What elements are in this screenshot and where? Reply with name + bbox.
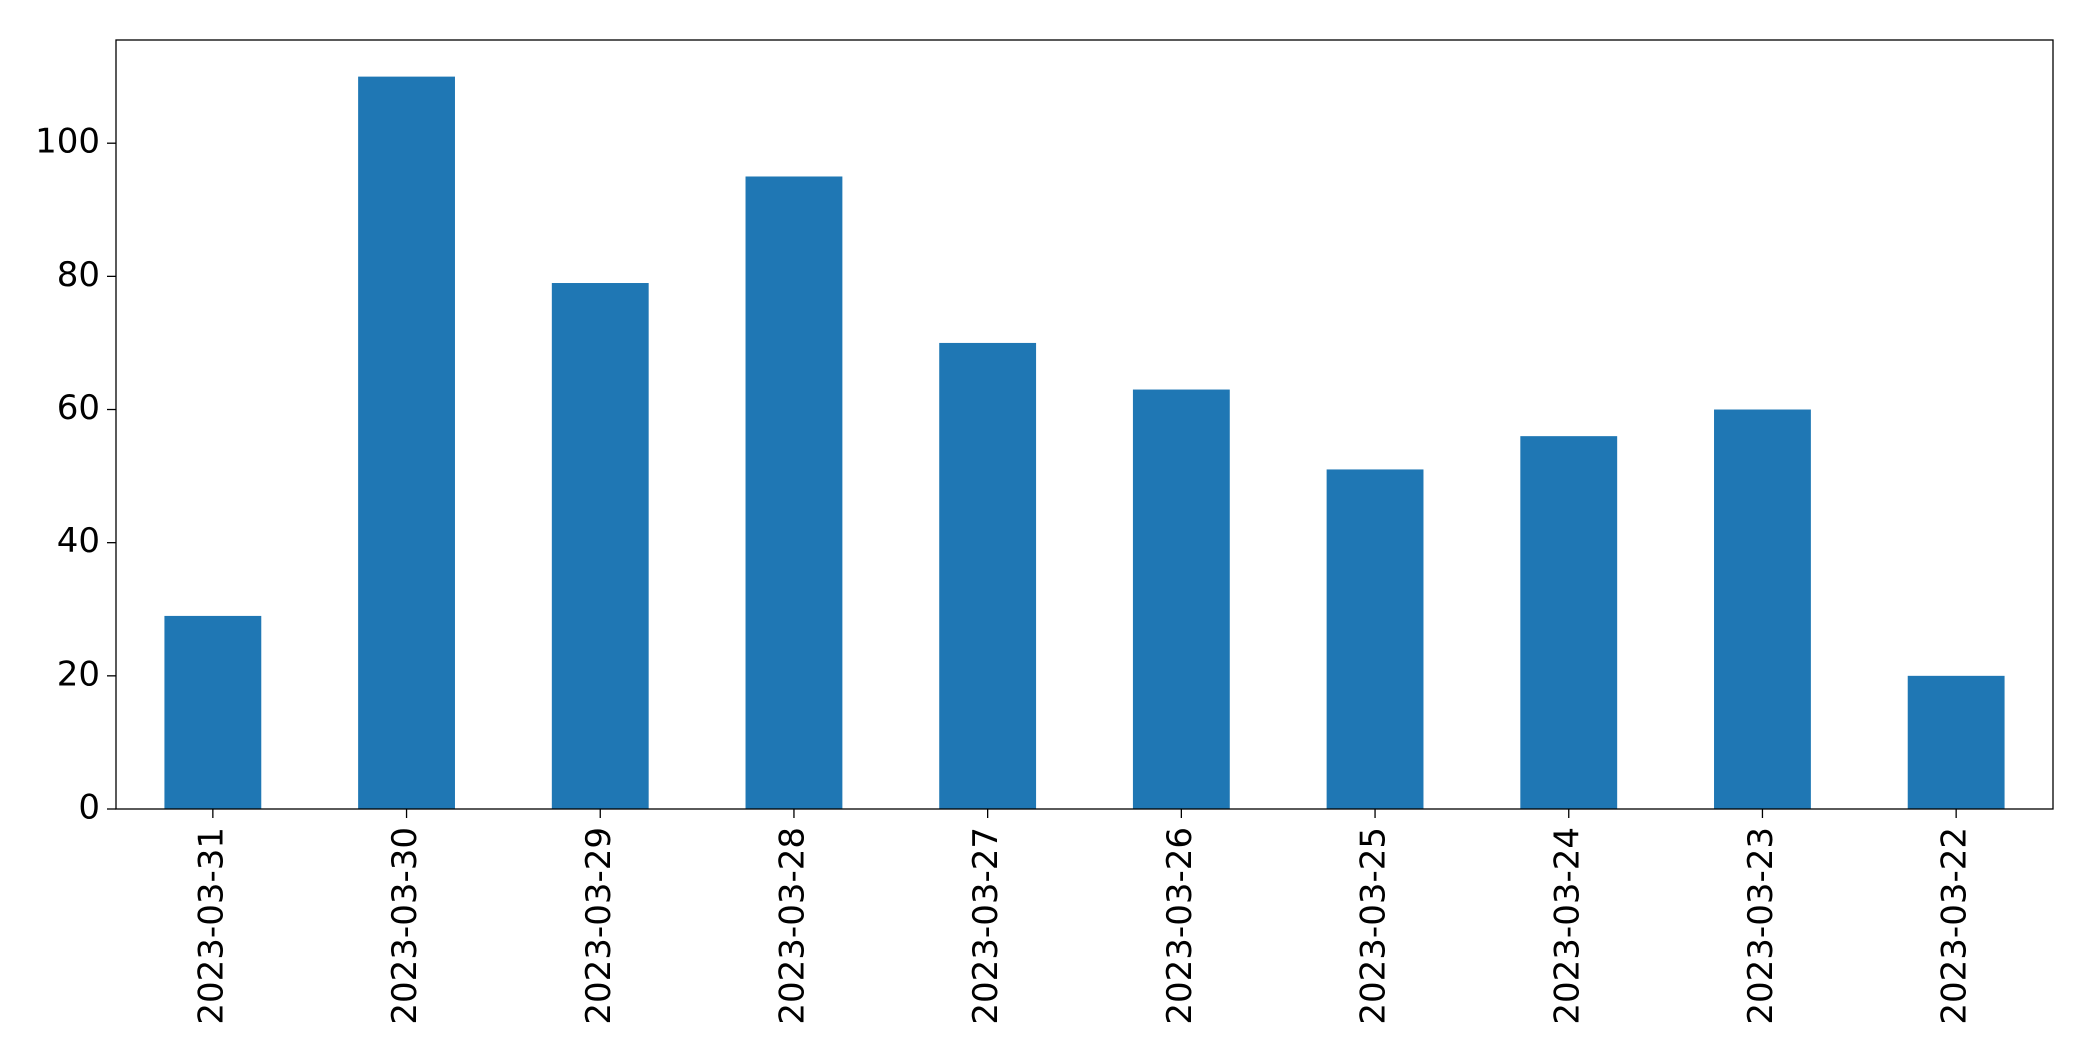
bar xyxy=(1520,436,1618,809)
x-tick-label: 2023-03-29 xyxy=(579,827,619,1025)
y-tick-label: 0 xyxy=(78,788,100,828)
x-tick-label: 2023-03-24 xyxy=(1547,827,1587,1025)
x-tick-label: 2023-03-22 xyxy=(1935,827,1975,1025)
y-tick-label: 40 xyxy=(57,521,100,561)
bar xyxy=(1326,469,1424,809)
bar xyxy=(164,615,262,809)
x-tick-label: 2023-03-25 xyxy=(1354,827,1394,1025)
bar xyxy=(939,342,1037,809)
y-tick-label: 100 xyxy=(35,122,100,162)
y-tick-label: 20 xyxy=(57,654,100,694)
bar xyxy=(1132,389,1230,809)
y-tick-label: 80 xyxy=(57,255,100,295)
bar xyxy=(551,283,649,809)
bar xyxy=(1714,409,1811,809)
x-tick-label: 2023-03-28 xyxy=(772,827,812,1025)
bar xyxy=(1907,675,2005,809)
x-tick-label: 2023-03-30 xyxy=(385,827,425,1025)
bar xyxy=(358,76,455,810)
plot-frame xyxy=(115,39,2054,810)
x-tick-label: 2023-03-23 xyxy=(1741,827,1781,1025)
y-tick-label: 60 xyxy=(57,388,100,428)
x-tick-label: 2023-03-27 xyxy=(966,827,1006,1025)
x-tick-label: 2023-03-26 xyxy=(1160,827,1200,1025)
x-tick-label: 2023-03-31 xyxy=(191,827,231,1025)
bar xyxy=(745,176,843,809)
